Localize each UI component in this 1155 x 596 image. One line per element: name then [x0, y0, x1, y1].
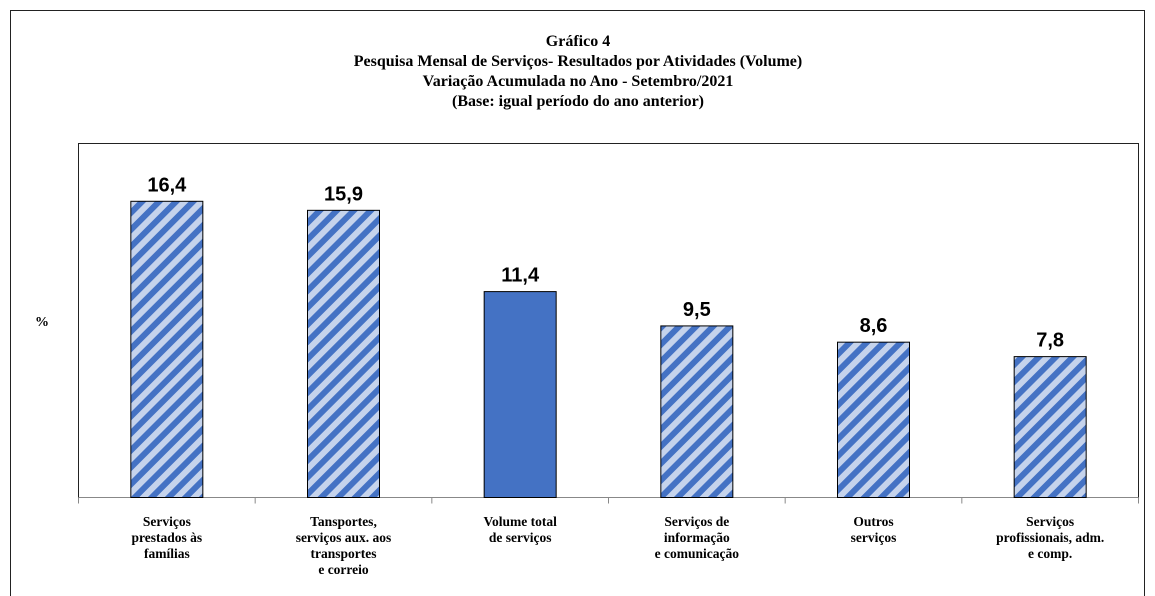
- value-label: 8,6: [860, 315, 888, 337]
- x-tick-label: e comp.: [1028, 546, 1072, 561]
- x-tick-label: de serviços: [489, 530, 552, 545]
- chart-title: (Base: igual período do ano anterior): [452, 93, 704, 110]
- x-tick-label: Tansportes,: [310, 514, 377, 529]
- chart-title: Variação Acumulada no Ano - Setembro/202…: [423, 73, 734, 90]
- x-tick-label: Serviços: [143, 514, 191, 529]
- plot-area: [78, 143, 1139, 498]
- x-tick-label: Volume total: [483, 514, 557, 529]
- y-axis-label: %: [35, 315, 49, 330]
- frame: [10, 10, 1145, 596]
- x-tick-label: prestados às: [132, 530, 203, 545]
- chart-title: Gráfico 4: [546, 33, 610, 50]
- bar: [483, 291, 557, 499]
- bar: [307, 209, 380, 498]
- x-tick-label: famílias: [144, 546, 190, 561]
- x-tick-label: Serviços de: [664, 514, 729, 529]
- x-tick-label: profissionais, adm.: [996, 530, 1104, 545]
- chart-title: Pesquisa Mensal de Serviços- Resultados …: [354, 53, 802, 70]
- value-label: 11,4: [501, 265, 540, 287]
- value-label: 7,8: [1036, 330, 1064, 352]
- value-label: 15,9: [324, 183, 363, 205]
- bar: [837, 341, 910, 498]
- x-tick-label: serviços aux. aos: [296, 530, 392, 545]
- x-tick-label: informação: [664, 530, 730, 545]
- x-tick-label: Serviços: [1026, 514, 1074, 529]
- bar: [130, 200, 204, 498]
- value-label: 16,4: [147, 174, 187, 196]
- x-tick-label: e correio: [318, 562, 369, 577]
- bar: [1013, 356, 1087, 498]
- value-label: 9,5: [683, 299, 711, 321]
- x-tick-label: e comunicação: [655, 546, 740, 561]
- bar: [660, 325, 734, 498]
- x-tick-label: Outros: [853, 514, 893, 529]
- x-tick-label: serviços: [851, 530, 897, 545]
- x-tick-label: transportes: [311, 546, 377, 561]
